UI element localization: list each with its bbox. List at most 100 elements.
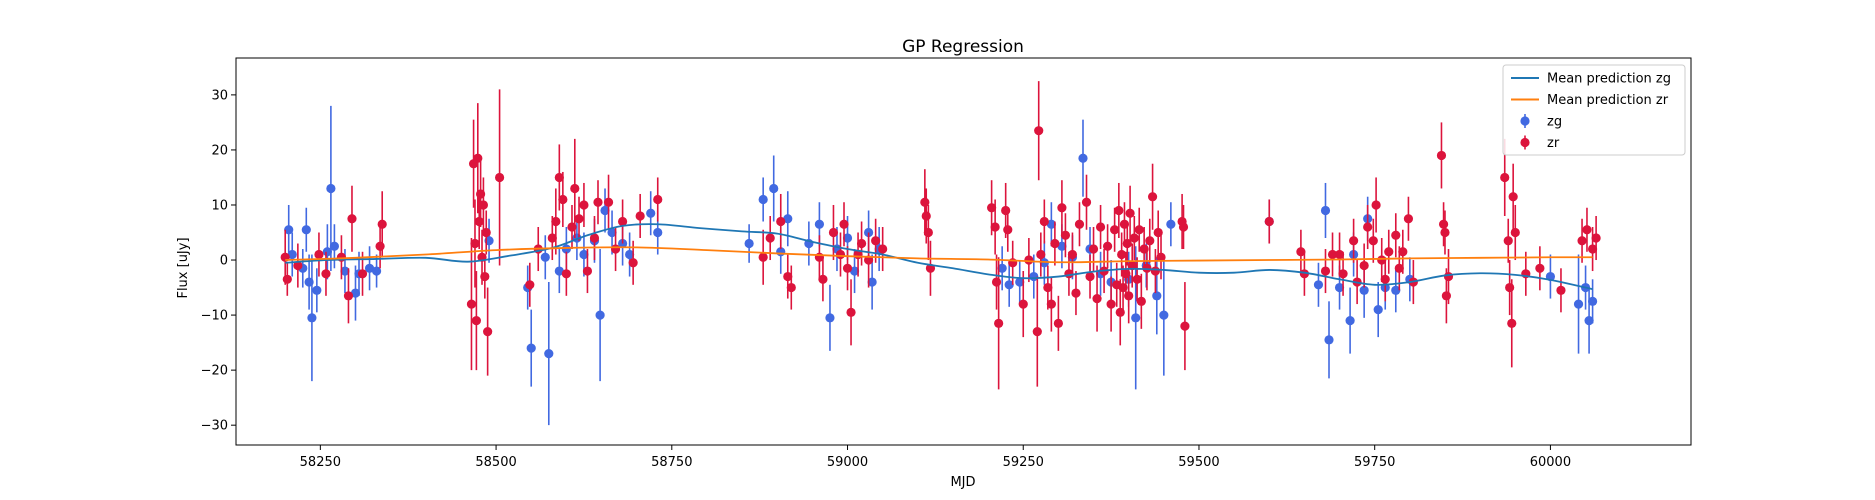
- data-point-zg: [1039, 258, 1049, 268]
- data-point-zg: [1159, 310, 1169, 320]
- mean-line-zr: [285, 246, 1593, 264]
- data-point-zr: [347, 214, 357, 224]
- data-point-zr: [1127, 260, 1137, 271]
- data-point-zr: [1264, 216, 1274, 227]
- data-point-zr: [574, 214, 584, 224]
- data-point-zr: [1441, 291, 1451, 301]
- data-point-zr: [1043, 282, 1053, 293]
- data-point-zr: [846, 307, 856, 317]
- data-point-zg: [769, 183, 779, 194]
- data-point-zr: [1582, 225, 1592, 235]
- plot-area: [280, 81, 1601, 426]
- data-point-zg: [825, 313, 835, 323]
- data-point-zg: [561, 244, 571, 254]
- data-point-zr: [1081, 197, 1092, 207]
- legend: Mean prediction zg Mean prediction zr zg zr: [1502, 64, 1686, 156]
- data-point-zr: [1380, 274, 1390, 284]
- data-point-zg: [540, 252, 550, 262]
- data-point-zr: [1371, 200, 1381, 210]
- data-point-zr: [1092, 293, 1102, 304]
- data-point-zg: [1152, 291, 1162, 301]
- data-point-zr: [478, 200, 489, 210]
- data-point-zg: [864, 227, 874, 238]
- data-point-zr: [1053, 318, 1063, 328]
- data-point-zr: [1398, 247, 1408, 257]
- data-point-zr: [991, 277, 1002, 287]
- data-point-zr: [282, 274, 292, 284]
- data-point-zg: [364, 263, 375, 273]
- data-point-zr: [1046, 299, 1056, 309]
- data-point-zr: [1363, 222, 1373, 232]
- data-point-zr: [871, 236, 881, 246]
- data-point-zr: [818, 274, 828, 284]
- data-point-zr: [783, 271, 793, 282]
- legend-label: Mean prediction zr: [1547, 93, 1669, 108]
- data-point-zr: [1500, 172, 1510, 183]
- data-point-zr: [1438, 219, 1449, 229]
- data-point-zr: [314, 249, 324, 260]
- data-point-zr: [551, 216, 561, 227]
- data-point-zg: [1313, 280, 1324, 290]
- data-point-zr: [1349, 236, 1359, 246]
- data-point-zr: [1067, 249, 1078, 260]
- data-point-zr: [1296, 247, 1306, 257]
- data-point-zr: [628, 258, 638, 268]
- data-point-zg: [842, 233, 853, 243]
- data-point-zr: [547, 233, 557, 243]
- data-point-zr: [1440, 227, 1450, 238]
- plot-contents: [280, 81, 1601, 426]
- data-point-zr: [1535, 263, 1545, 273]
- data-point-zr: [1110, 225, 1120, 235]
- data-point-zr: [1001, 205, 1011, 216]
- data-point-zr: [1071, 288, 1081, 298]
- y-tick-label: 0: [220, 254, 228, 269]
- data-point-zr: [990, 222, 1000, 232]
- data-point-zr: [1403, 214, 1414, 224]
- data-point-zg: [1057, 241, 1067, 251]
- data-point-zr: [1132, 274, 1142, 284]
- data-point-zr: [776, 216, 786, 227]
- data-point-zg: [814, 219, 825, 229]
- data-point-zr: [1556, 285, 1566, 295]
- x-tick-label: 60000: [1530, 455, 1571, 470]
- data-point-zr: [765, 233, 775, 243]
- data-point-zr: [1147, 192, 1158, 202]
- data-point-zr: [1034, 126, 1044, 136]
- data-point-zr: [483, 326, 493, 337]
- legend-label: Mean prediction zg: [1547, 72, 1671, 87]
- data-point-zr: [470, 238, 480, 249]
- data-point-zr: [1095, 222, 1106, 232]
- data-point-zg: [1587, 296, 1598, 306]
- data-point-zr: [1391, 230, 1401, 240]
- x-tick-label: 58500: [475, 455, 516, 470]
- data-point-zg: [849, 266, 860, 276]
- data-point-zr: [480, 271, 490, 282]
- data-point-zg: [997, 263, 1007, 273]
- data-point-zr: [377, 219, 387, 229]
- data-point-zr: [466, 299, 477, 309]
- data-point-zr: [1036, 249, 1046, 260]
- x-axis-label: MJD: [950, 475, 975, 490]
- data-point-zr: [561, 269, 571, 279]
- chart-title: GP Regression: [902, 37, 1024, 57]
- data-point-zr: [828, 227, 839, 238]
- y-tick-label: −30: [201, 419, 228, 434]
- data-point-zg: [653, 227, 663, 238]
- data-point-zg: [312, 285, 322, 295]
- legend-label: zg: [1547, 115, 1562, 130]
- data-point-zr: [1503, 236, 1513, 246]
- y-tick-label: −10: [201, 309, 228, 324]
- data-point-zr: [1334, 249, 1345, 260]
- y-tick-label: 20: [211, 143, 228, 158]
- data-point-zg: [1320, 205, 1331, 216]
- y-tick-label: 10: [211, 198, 228, 213]
- data-point-zr: [653, 194, 663, 205]
- data-point-zr: [1106, 299, 1116, 309]
- data-point-zg: [1166, 219, 1176, 229]
- data-point-zr: [554, 172, 564, 183]
- data-point-zr: [1032, 326, 1042, 337]
- x-tick-label: 59750: [1354, 455, 1395, 470]
- data-point-zg: [322, 247, 332, 257]
- data-point-zr: [1507, 318, 1517, 328]
